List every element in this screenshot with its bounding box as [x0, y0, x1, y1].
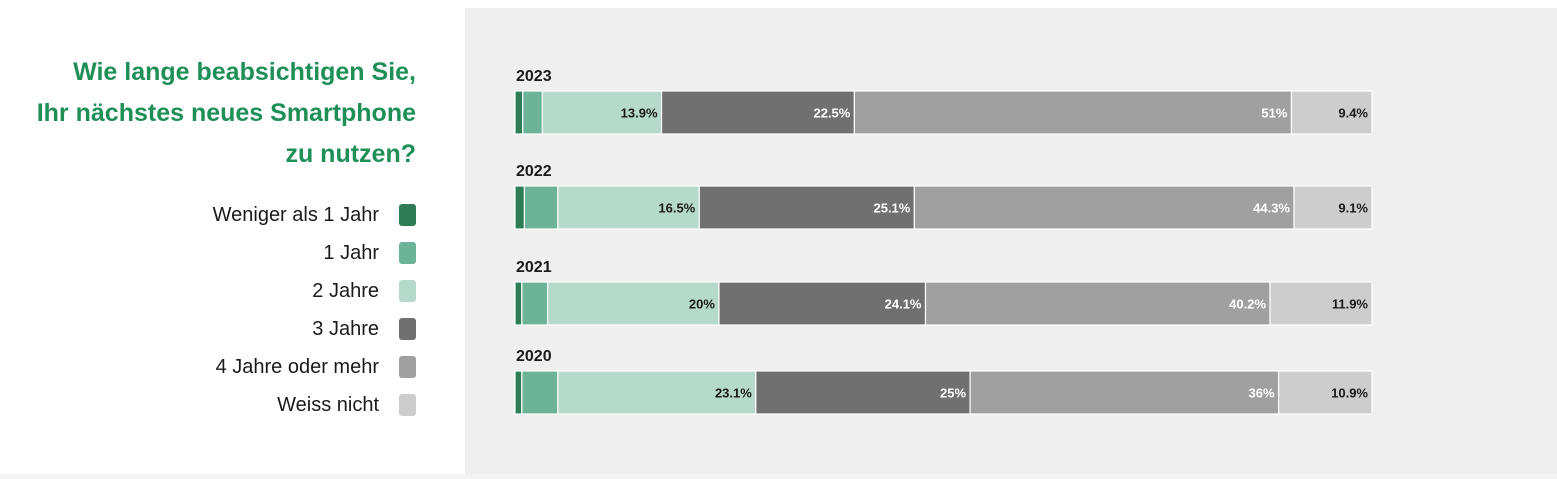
- chart-panel: 2023 13.9% 22.5% 51% 9.4% 2022 16.5% 25.1% 44.3%…: [465, 8, 1557, 474]
- data-label: 23.1%: [715, 386, 752, 401]
- bar-segment: [521, 370, 559, 415]
- bar-segment: [660, 90, 855, 135]
- bar-segment: [718, 281, 927, 326]
- bar-segment: [522, 90, 544, 135]
- bar-segment: [924, 281, 1271, 326]
- bar-segment: [1290, 90, 1373, 135]
- legend: Weniger als 1 Jahr 1 Jahr 2 Jahre 3 Jahre 4 …: [213, 196, 416, 424]
- bar-segment: [514, 281, 523, 326]
- data-label: 11.9%: [1332, 297, 1369, 312]
- legend-item: 2 Jahre: [213, 272, 416, 310]
- left-panel: Wie lange beabsichtigen Sie, Ihr nächste…: [0, 0, 440, 479]
- bottom-rule: [0, 474, 1557, 479]
- bar-segment: [557, 370, 757, 415]
- legend-swatch: [399, 318, 416, 340]
- legend-item: Weniger als 1 Jahr: [213, 196, 416, 234]
- data-label: 36%: [1249, 386, 1275, 401]
- bar-segment: [514, 185, 526, 230]
- category-label: 2021: [516, 259, 552, 276]
- category-label: 2022: [516, 163, 552, 180]
- legend-item: 4 Jahre oder mehr: [213, 348, 416, 386]
- legend-label: Weniger als 1 Jahr: [212, 203, 379, 226]
- data-label: 51%: [1261, 106, 1287, 121]
- data-label: 10.9%: [1331, 386, 1368, 401]
- data-label: 13.9%: [621, 106, 658, 121]
- legend-label: 2 Jahre: [312, 279, 379, 302]
- data-label: 25.1%: [873, 201, 910, 216]
- legend-label: 1 Jahr: [323, 241, 379, 264]
- data-label: 25%: [940, 386, 966, 401]
- data-label: 9.4%: [1338, 106, 1368, 121]
- data-label: 9.1%: [1338, 201, 1368, 216]
- legend-swatch: [399, 394, 416, 416]
- legend-item: 3 Jahre: [213, 310, 416, 348]
- bar-segment: [514, 90, 524, 135]
- chart-title: Wie lange beabsichtigen Sie, Ihr nächste…: [36, 58, 416, 168]
- bar-segment: [1277, 370, 1373, 415]
- data-label: 40.2%: [1229, 297, 1266, 312]
- legend-swatch: [399, 356, 416, 378]
- category-label: 2023: [516, 68, 552, 85]
- bar-segment: [1269, 281, 1373, 326]
- legend-item: 1 Jahr: [213, 234, 416, 272]
- category-label: 2020: [516, 348, 552, 365]
- bar-segment: [755, 370, 971, 415]
- bar-segment: [853, 90, 1293, 135]
- legend-swatch: [399, 242, 416, 264]
- data-label: 20%: [689, 297, 715, 312]
- bar-segment: [913, 185, 1295, 230]
- data-label: 22.5%: [813, 106, 850, 121]
- legend-label: 3 Jahre: [312, 317, 379, 340]
- bar-segment: [546, 281, 720, 326]
- legend-item: Weiss nicht: [213, 386, 416, 424]
- bar-segment: [514, 370, 523, 415]
- bar-segment: [541, 90, 663, 135]
- legend-swatch: [399, 204, 416, 226]
- stacked-bar-chart: 2023 13.9% 22.5% 51% 9.4% 2022 16.5% 25.1% 44.3%…: [514, 68, 1373, 415]
- legend-label: Weiss nicht: [277, 393, 379, 416]
- bar-segment: [1293, 185, 1373, 230]
- data-label: 44.3%: [1253, 201, 1290, 216]
- data-label: 16.5%: [658, 201, 695, 216]
- legend-swatch: [399, 280, 416, 302]
- bar-segment: [698, 185, 915, 230]
- bar-segment: [521, 281, 549, 326]
- data-label: 24.1%: [885, 297, 922, 312]
- bar-segment: [969, 370, 1280, 415]
- bar-segment: [523, 185, 559, 230]
- legend-label: 4 Jahre oder mehr: [215, 355, 379, 378]
